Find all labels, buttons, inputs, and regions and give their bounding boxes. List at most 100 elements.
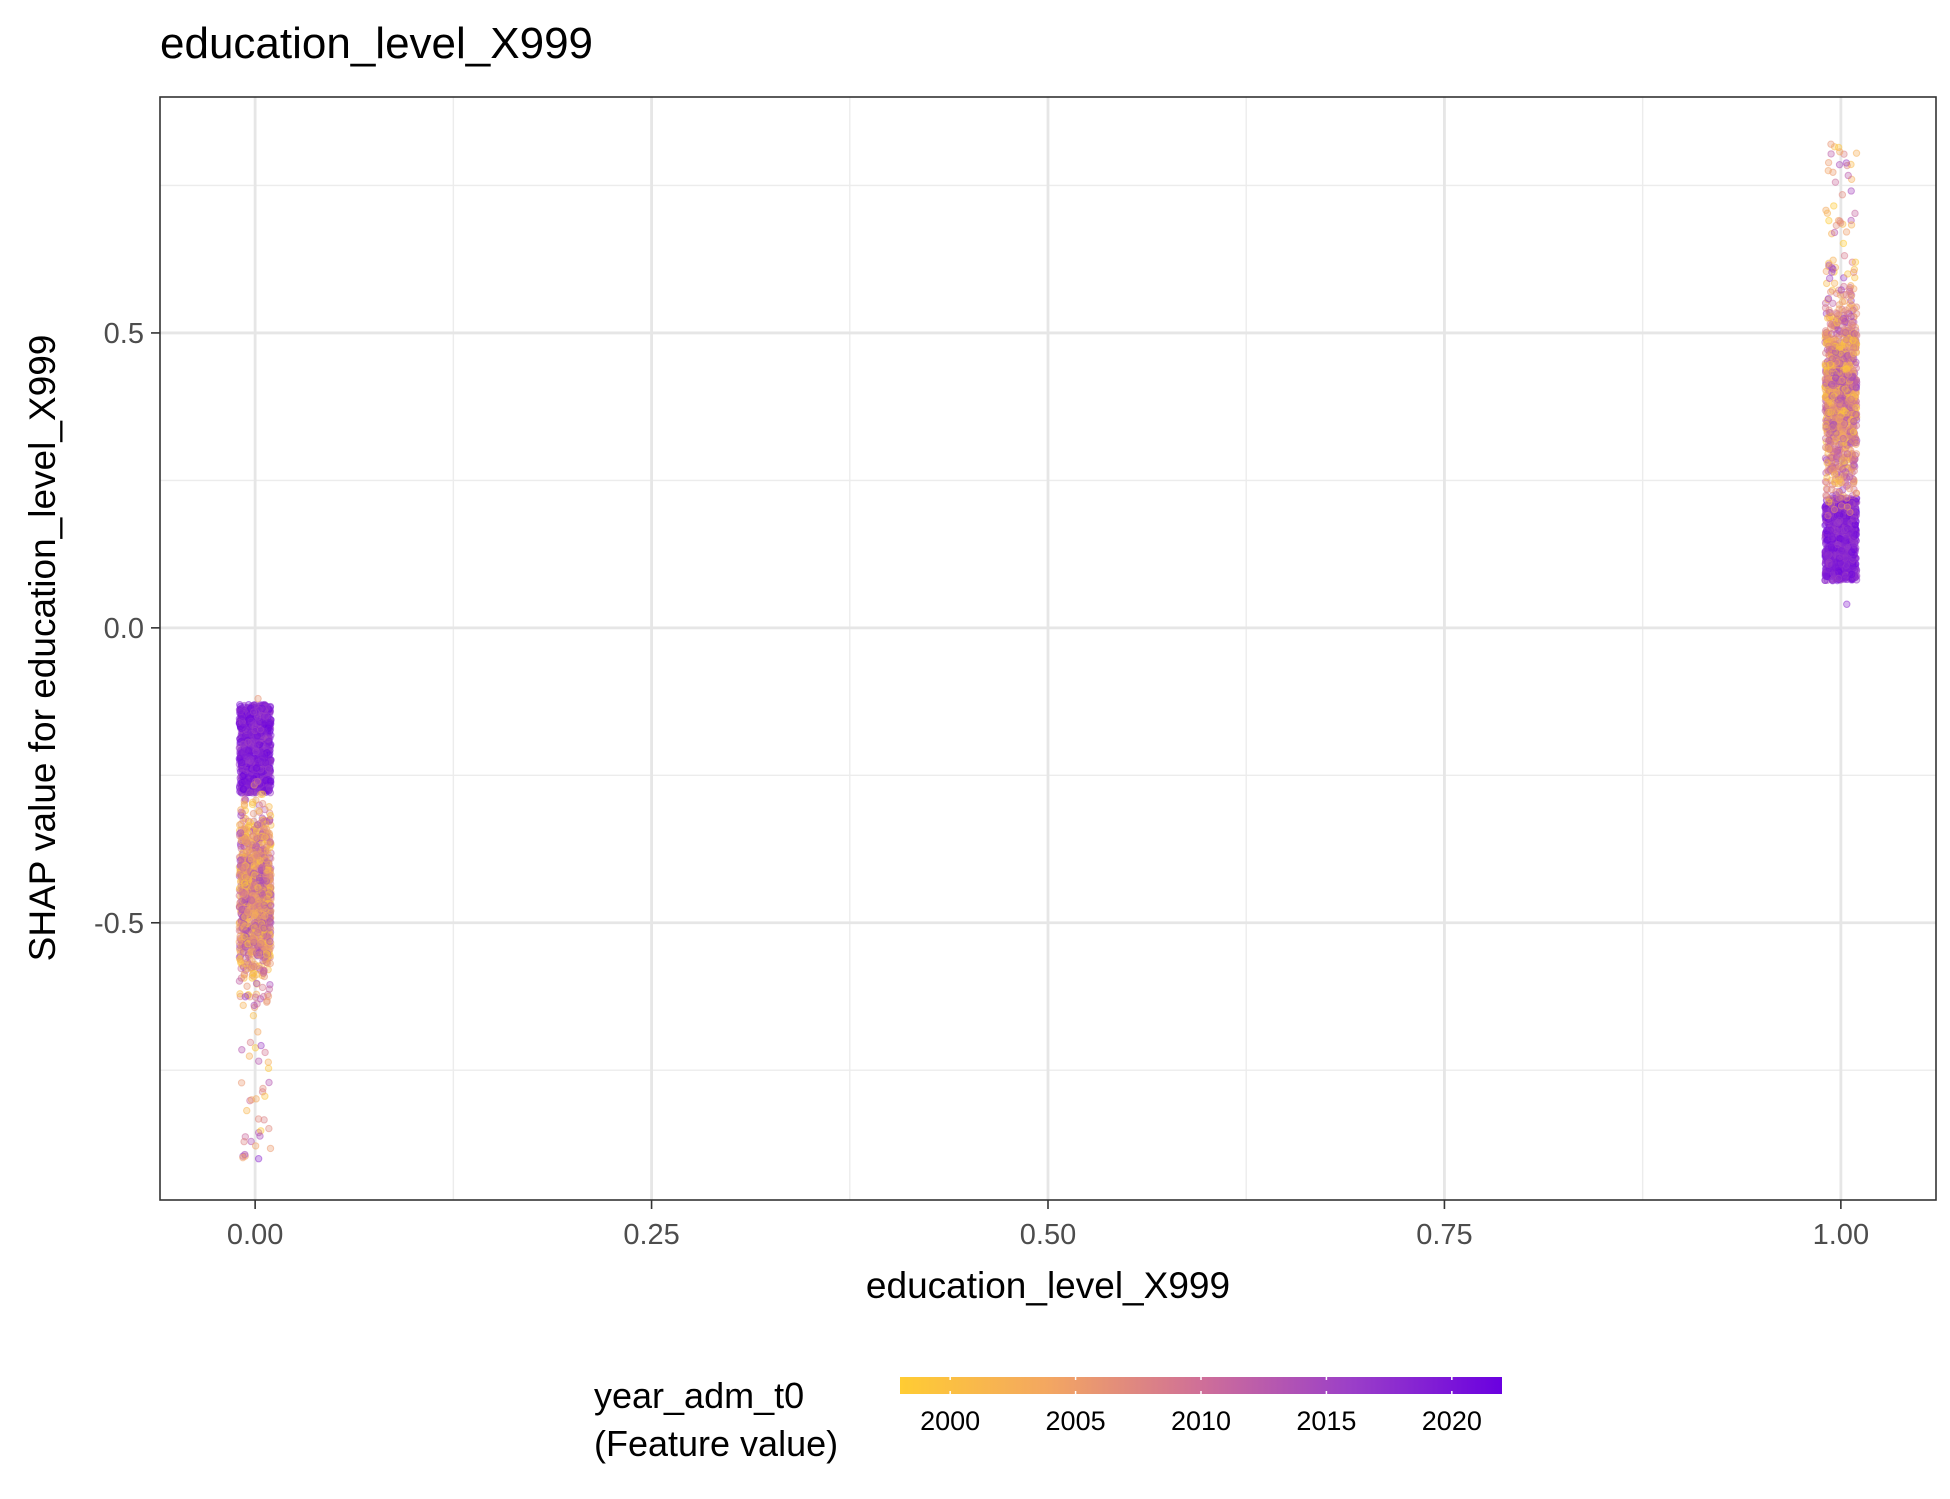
scatter-point: [1846, 299, 1854, 308]
scatter-point: [1824, 158, 1833, 167]
scatter-point: [252, 979, 261, 988]
scatter-point: [1824, 166, 1832, 175]
scatter-point: [259, 1084, 267, 1093]
scatter-point: [1840, 325, 1848, 334]
scatter-point: [1823, 209, 1832, 217]
scatter-point: [1837, 394, 1845, 403]
scatter-point: [1824, 551, 1832, 560]
scatter-point: [1824, 545, 1832, 553]
scatter-point: [255, 874, 264, 882]
scatter-point: [1852, 489, 1861, 497]
scatter-point: [1834, 574, 1843, 583]
scatter-point: [1845, 473, 1854, 481]
scatter-point: [259, 799, 267, 808]
scatter-point: [238, 809, 247, 817]
scatter-point: [1825, 274, 1834, 283]
scatter-point: [250, 862, 258, 870]
scatter-point: [257, 864, 266, 872]
scatter-point: [1847, 187, 1855, 195]
scatter-point: [1829, 381, 1838, 390]
scatter-point: [238, 920, 246, 928]
scatter-point: [262, 712, 270, 720]
scatter-point: [237, 1079, 246, 1087]
scatter-point: [265, 803, 273, 811]
scatter-point: [1825, 342, 1833, 350]
scatter-point: [1823, 459, 1831, 467]
scatter-point: [258, 983, 267, 992]
scatter-point: [238, 1046, 246, 1054]
scatter-point: [1852, 149, 1861, 157]
scatter-point: [1825, 498, 1833, 506]
scatter-point: [239, 1153, 247, 1162]
scatter-point: [1850, 344, 1858, 352]
scatter-point: [1839, 434, 1847, 443]
scatter-point: [1821, 304, 1830, 312]
scatter-point: [1843, 450, 1852, 458]
scatter-point: [259, 969, 268, 977]
scatter-point: [266, 702, 275, 711]
scatter-point: [255, 1057, 263, 1065]
scatter-point: [264, 851, 272, 859]
x-tick-label: 0.00: [227, 1219, 283, 1251]
scatter-point: [241, 879, 249, 887]
scatter-point: [1832, 374, 1840, 382]
scatter-point: [265, 784, 274, 792]
scatter-point: [264, 1058, 272, 1066]
scatter-point: [244, 738, 252, 746]
scatter-point: [1830, 202, 1838, 210]
scatter-point: [1825, 430, 1833, 438]
scatter-point: [249, 1011, 258, 1020]
scatter-point: [266, 811, 275, 820]
scatter-point: [245, 1052, 254, 1060]
scatter-point: [1842, 335, 1850, 344]
scatter-point: [252, 764, 261, 772]
y-tick-label: 0.0: [104, 613, 144, 645]
scatter-point: [1849, 321, 1857, 329]
scatter-point: [251, 993, 260, 1001]
major-gridlines: [160, 97, 1936, 1200]
scatter-point: [245, 774, 254, 782]
scatter-point: [246, 818, 255, 827]
legend-title-line1: year_adm_t0: [594, 1375, 804, 1416]
scatter-point: [239, 772, 247, 781]
scatter-point: [1826, 360, 1835, 369]
scatter-point: [239, 864, 247, 872]
scatter-point: [236, 829, 245, 837]
scatter-point: [1840, 252, 1849, 260]
legend-tick-label: 2005: [1046, 1406, 1106, 1436]
scatter-point: [1844, 270, 1852, 278]
scatter-point: [240, 1137, 248, 1146]
scatter-point: [1835, 301, 1844, 309]
scatter-point: [248, 798, 257, 807]
scatter-point: [238, 758, 246, 767]
scatter-point: [261, 1048, 269, 1057]
scatter-point: [1850, 467, 1858, 475]
scatter-point: [1827, 140, 1835, 148]
scatter-point: [267, 720, 275, 728]
scatter-point: [238, 897, 246, 905]
scatter-point: [256, 1132, 264, 1140]
chart-title: education_level_X999: [160, 19, 593, 68]
scatter-point: [265, 737, 273, 746]
scatter-point: [262, 776, 270, 785]
scatter-point: [1837, 494, 1845, 503]
scatter-point: [1842, 290, 1850, 299]
scatter-point: [251, 844, 260, 852]
scatter-point: [1848, 548, 1856, 556]
scatter-point: [252, 834, 260, 843]
scatter-point: [1823, 370, 1832, 378]
scatter-point: [1823, 467, 1832, 475]
scatter-point: [1827, 150, 1835, 158]
scatter-point: [1852, 330, 1860, 338]
scatter-point: [253, 821, 262, 829]
scatter-point: [242, 835, 250, 844]
scatter-point: [1822, 491, 1830, 500]
scatter-point: [236, 707, 245, 716]
scatter-point: [1851, 258, 1860, 266]
scatter-point: [240, 801, 249, 810]
scatter-point: [264, 764, 273, 773]
scatter-point: [249, 910, 257, 918]
data-points: [235, 140, 1861, 1163]
scatter-point: [1842, 228, 1851, 236]
scatter-point: [1842, 409, 1850, 417]
